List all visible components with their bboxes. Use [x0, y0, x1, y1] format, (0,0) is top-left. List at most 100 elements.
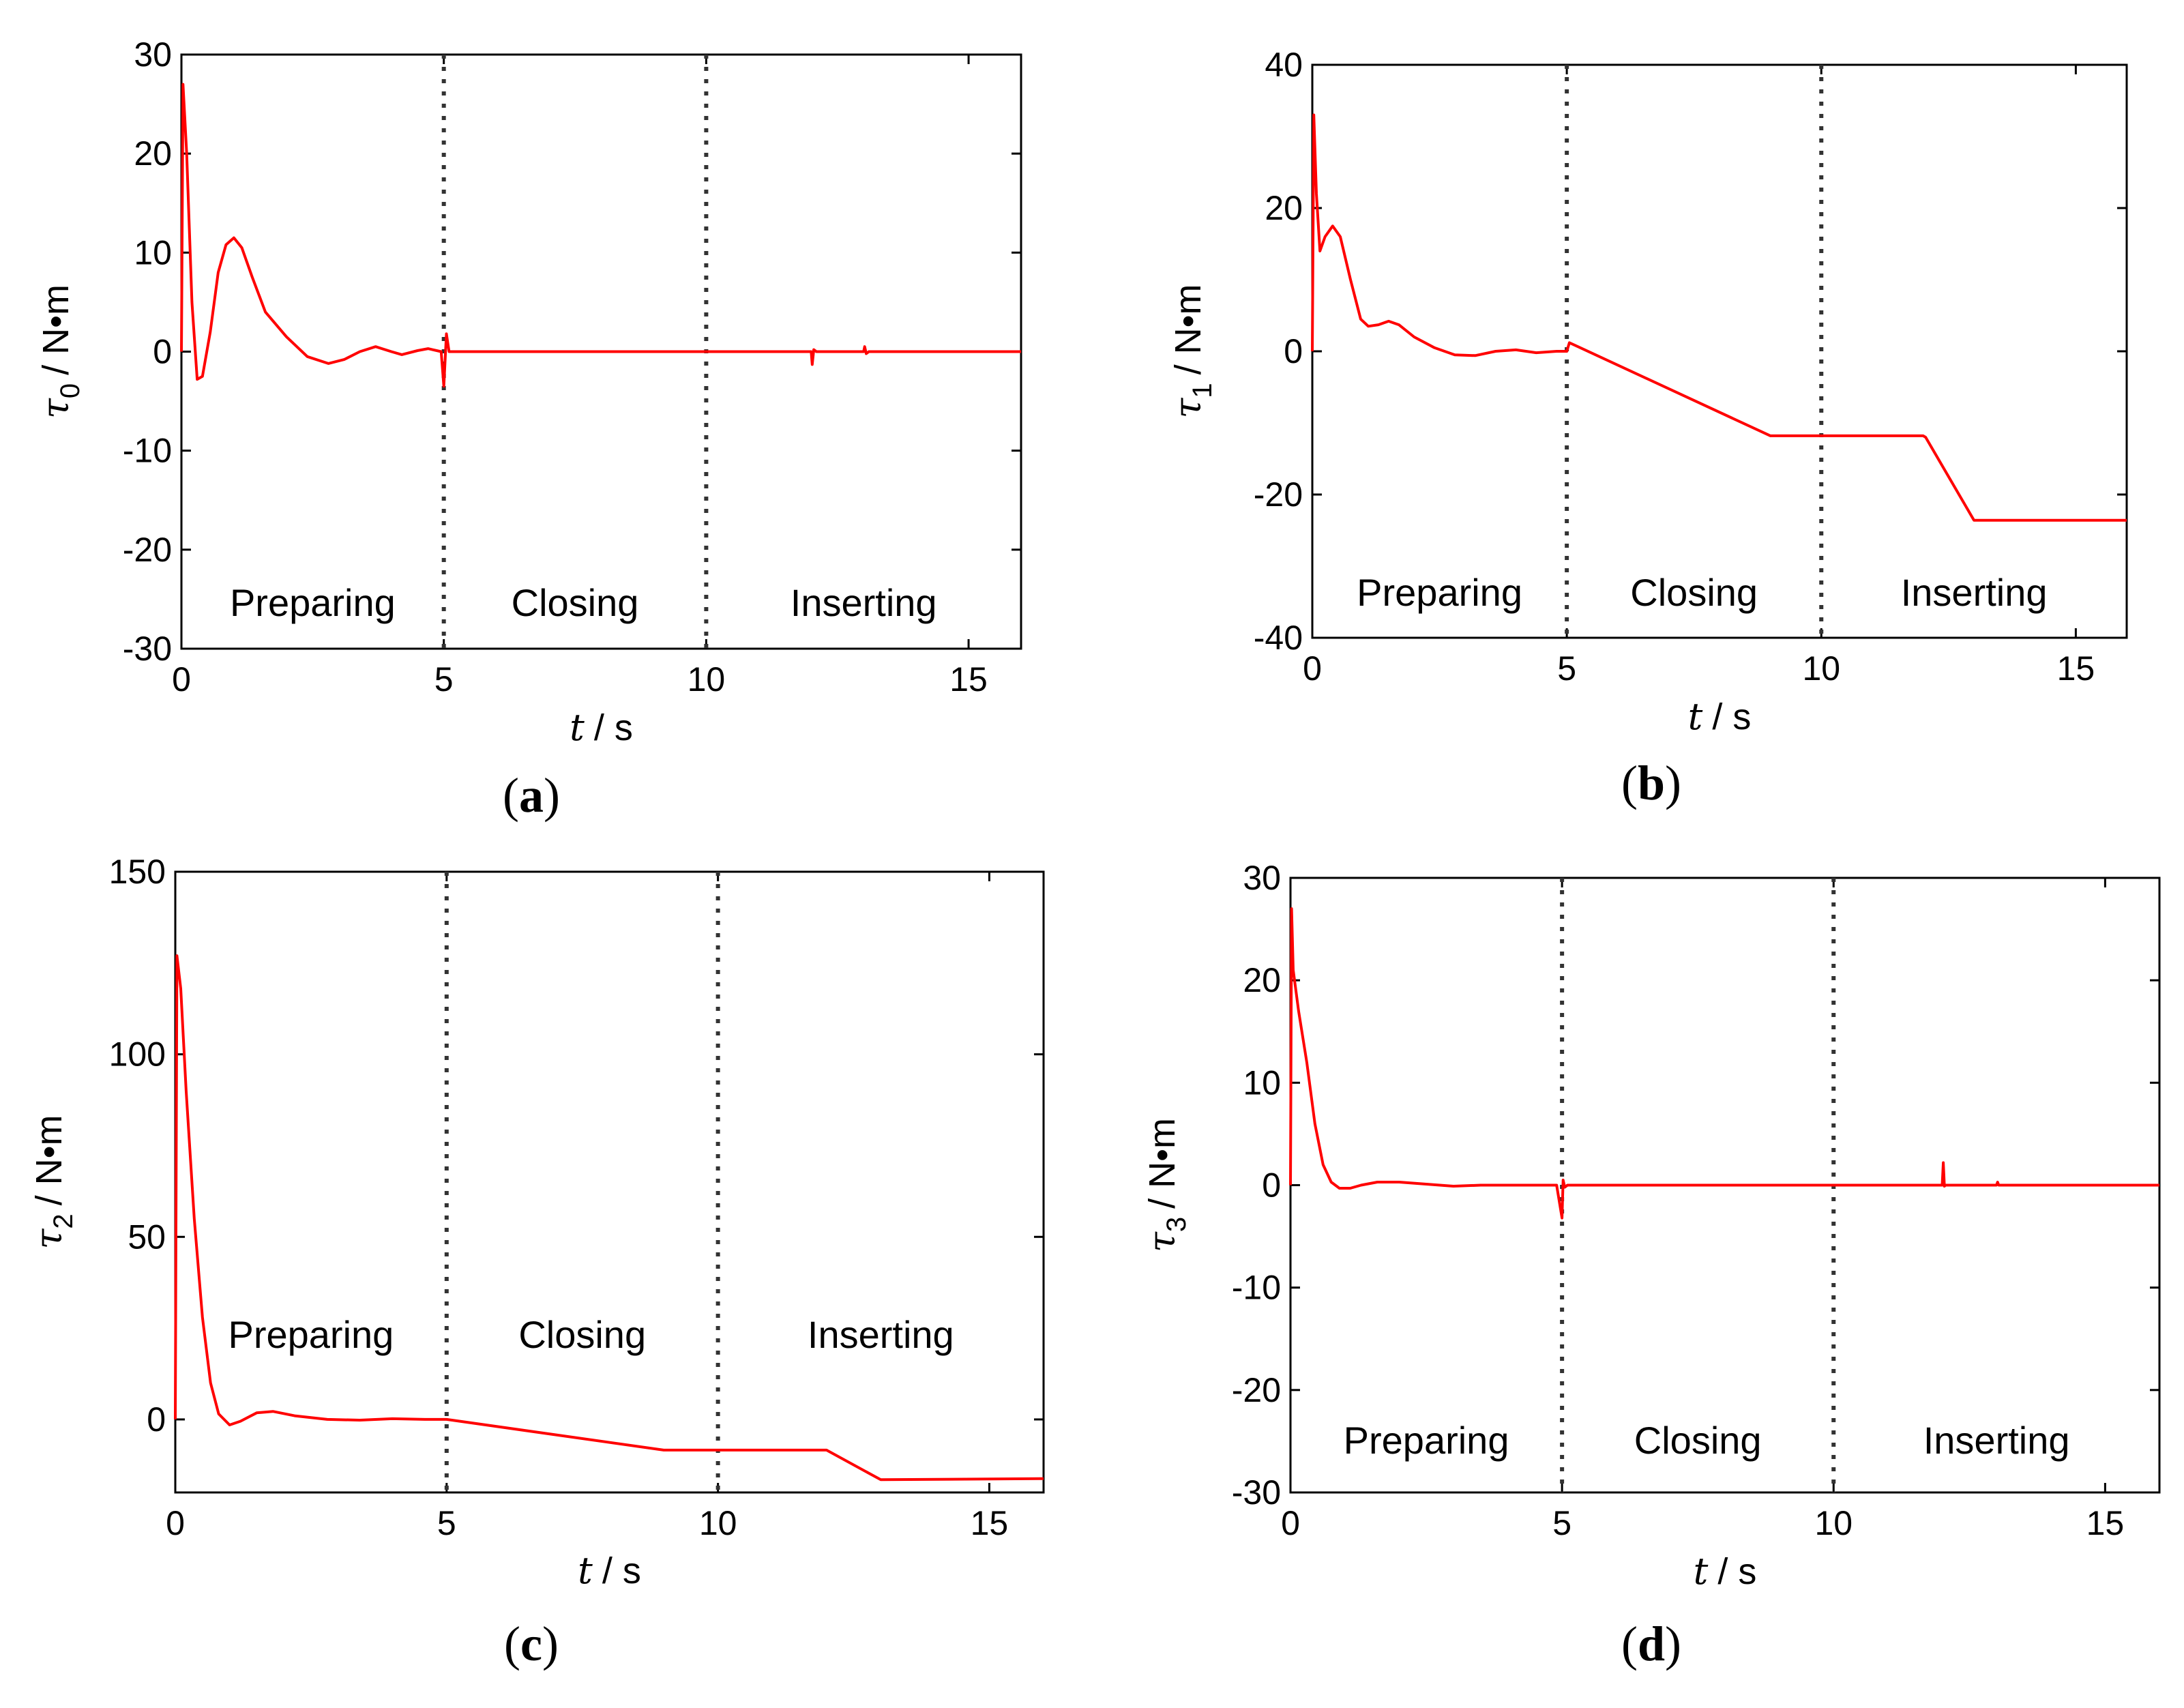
panel-caption-letter: c: [520, 1617, 542, 1671]
y-axis-symbol: τ: [1140, 1231, 1183, 1252]
y-axis-unit: / N•m: [29, 1115, 70, 1205]
phase-label-closing: Closing: [512, 581, 639, 624]
phase-label-preparing: Preparing: [228, 1313, 394, 1356]
y-axis-subscript: 2: [48, 1213, 78, 1228]
y-tick-label: -20: [1254, 475, 1303, 514]
panel-caption: (c): [504, 1617, 559, 1671]
x-tick-label: 10: [699, 1504, 737, 1542]
y-tick-label: 150: [109, 853, 166, 891]
x-axis-label: t / s: [570, 706, 633, 749]
y-tick-label: 20: [134, 134, 172, 173]
y-tick-label: 0: [153, 333, 172, 371]
x-axis-symbol: t: [1688, 695, 1703, 738]
x-axis-unit: / s: [1712, 696, 1751, 737]
x-axis-label: t / s: [1688, 695, 1752, 738]
y-tick-label: 50: [128, 1218, 166, 1256]
panel-caption-close: ): [1665, 756, 1681, 810]
x-axis-symbol: t: [578, 1549, 593, 1592]
phase-label-preparing: Preparing: [230, 581, 396, 624]
y-tick-label: 20: [1265, 189, 1303, 227]
x-tick-label: 10: [688, 660, 726, 698]
x-axis-unit: / s: [1717, 1551, 1756, 1592]
y-tick-label: -40: [1254, 619, 1303, 657]
panel-caption-open: (: [504, 1617, 520, 1671]
panel-caption: (d): [1621, 1617, 1681, 1671]
y-axis-subscript: 1: [1187, 383, 1218, 398]
panel-caption-open: (: [1621, 1617, 1638, 1671]
panel-caption: (a): [503, 768, 560, 823]
y-axis-unit: / N•m: [35, 284, 76, 375]
axes-frame: [174, 870, 1045, 1494]
series-line-tau2: [174, 954, 1044, 1482]
y-tick-label: 20: [1243, 961, 1281, 999]
x-tick-label: 5: [437, 1504, 456, 1542]
y-axis-label: τ1 / N•m: [1166, 284, 1218, 418]
x-axis-symbol: t: [1694, 1550, 1709, 1593]
panel-b: 0 5 10 15 -40 -20 0 20 40 Preparing Closing Inserti…: [1166, 46, 2128, 810]
phase-label-inserting: Inserting: [808, 1313, 954, 1356]
series-line-tau3: [1289, 907, 2159, 1220]
y-axis-label: τ0 / N•m: [34, 284, 85, 419]
y-tick-label: -30: [123, 630, 172, 668]
panel-caption-letter: d: [1638, 1617, 1665, 1671]
y-axis-label: τ3 / N•m: [1140, 1118, 1192, 1252]
panel-caption-letter: b: [1638, 756, 1665, 810]
y-tick-label: 30: [134, 35, 172, 74]
phase-label-inserting: Inserting: [1923, 1419, 2070, 1462]
y-tick-label: 30: [1243, 859, 1281, 897]
y-axis-unit: / N•m: [1142, 1118, 1183, 1209]
x-tick-label: 0: [166, 1504, 185, 1542]
y-axis-unit: / N•m: [1168, 284, 1209, 374]
phase-label-inserting: Inserting: [1901, 571, 2048, 614]
x-tick-label: 15: [949, 660, 988, 698]
panel-caption-close: ): [1665, 1617, 1681, 1671]
y-tick-label: 0: [1262, 1166, 1281, 1205]
y-axis-subscript: 3: [1162, 1217, 1192, 1232]
y-tick-label: 10: [1243, 1063, 1281, 1102]
y-axis-symbol: τ: [1166, 398, 1209, 419]
y-tick-label: -20: [123, 531, 172, 569]
series-line-tau1: [1311, 113, 2127, 522]
phase-label-preparing: Preparing: [1357, 571, 1522, 614]
x-tick-label: 15: [2057, 649, 2095, 688]
x-tick-label: 0: [172, 660, 191, 698]
x-axis-label: t / s: [1694, 1550, 1757, 1593]
phase-label-preparing: Preparing: [1344, 1419, 1509, 1462]
x-axis-label: t / s: [578, 1549, 641, 1592]
y-tick-label: -10: [1232, 1269, 1281, 1307]
series-line-tau0: [180, 83, 1021, 388]
panel-caption-close: ): [542, 1617, 559, 1671]
x-tick-label: 5: [1557, 649, 1576, 688]
y-tick-label: 10: [134, 233, 172, 271]
y-tick-label: 100: [109, 1035, 166, 1074]
panel-d: 0 5 10 15 -30 -20 -10 0 10 20 30 Preparing Closing In…: [1140, 859, 2161, 1671]
x-axis-unit: / s: [594, 707, 633, 748]
y-tick-label: 40: [1265, 46, 1303, 84]
phase-label-closing: Closing: [1630, 571, 1758, 614]
x-axis-symbol: t: [570, 706, 585, 749]
x-tick-label: 10: [1814, 1504, 1853, 1542]
x-tick-label: 5: [1552, 1504, 1571, 1542]
x-tick-label: 15: [2086, 1504, 2125, 1542]
x-tick-label: 0: [1303, 649, 1322, 688]
y-axis-symbol: τ: [34, 398, 77, 419]
panel-caption-open: (: [503, 768, 519, 823]
x-tick-label: 5: [434, 660, 454, 698]
y-axis-subscript: 0: [55, 383, 85, 398]
phase-label-inserting: Inserting: [791, 581, 937, 624]
y-axis-symbol: τ: [27, 1228, 70, 1250]
y-tick-label: 0: [147, 1400, 166, 1439]
panel-caption-close: ): [544, 768, 560, 823]
y-tick-label: -20: [1232, 1371, 1281, 1409]
panel-a: 0 5 10 15 -30 -20 -10 0 10 20 30 Preparing Closing In…: [34, 35, 1022, 823]
y-tick-label: -10: [123, 432, 172, 470]
panel-caption-open: (: [1621, 756, 1638, 810]
x-tick-label: 10: [1802, 649, 1840, 688]
phase-label-closing: Closing: [518, 1313, 646, 1356]
y-tick-label: -30: [1232, 1473, 1281, 1512]
panel-caption: (b): [1621, 756, 1681, 810]
x-tick-label: 0: [1281, 1504, 1300, 1542]
y-tick-label: 0: [1284, 332, 1303, 370]
